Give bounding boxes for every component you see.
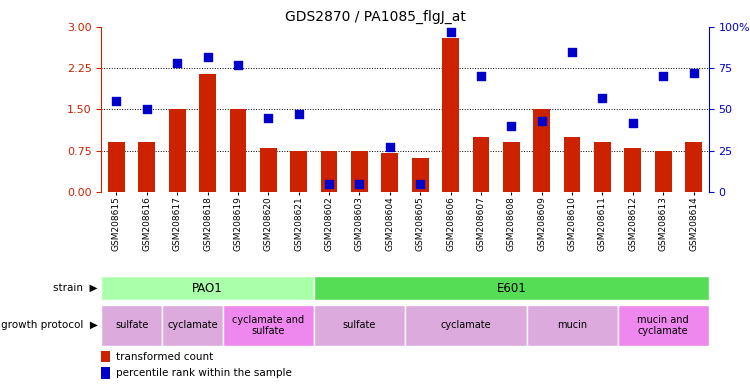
Point bbox=[475, 73, 487, 79]
Bar bbox=[162, 305, 223, 346]
Bar bbox=[625, 148, 641, 192]
Bar bbox=[314, 276, 709, 300]
Bar bbox=[686, 142, 702, 192]
Bar bbox=[382, 154, 398, 192]
Bar bbox=[503, 142, 520, 192]
Bar bbox=[260, 148, 277, 192]
Bar bbox=[526, 305, 618, 346]
Bar bbox=[108, 142, 124, 192]
Bar bbox=[472, 137, 489, 192]
Point bbox=[566, 49, 578, 55]
Text: sulfate: sulfate bbox=[115, 320, 148, 331]
Text: transformed count: transformed count bbox=[116, 352, 213, 362]
Bar bbox=[321, 151, 338, 192]
Bar bbox=[655, 151, 671, 192]
Bar bbox=[594, 142, 610, 192]
Text: mucin and
cyclamate: mucin and cyclamate bbox=[638, 314, 689, 336]
Point bbox=[292, 111, 304, 118]
Text: percentile rank within the sample: percentile rank within the sample bbox=[116, 368, 292, 378]
Point bbox=[323, 181, 335, 187]
Text: E601: E601 bbox=[496, 281, 526, 295]
Point bbox=[110, 98, 122, 104]
Bar bbox=[405, 305, 526, 346]
Bar bbox=[533, 109, 550, 192]
Bar bbox=[101, 351, 110, 362]
Point bbox=[596, 95, 608, 101]
Text: cyclamate: cyclamate bbox=[167, 320, 217, 331]
Bar bbox=[101, 276, 314, 300]
Text: sulfate: sulfate bbox=[343, 320, 376, 331]
Bar bbox=[101, 367, 110, 379]
Bar bbox=[290, 151, 307, 192]
Point bbox=[353, 181, 365, 187]
Point bbox=[384, 144, 396, 151]
Text: cyclamate: cyclamate bbox=[440, 320, 491, 331]
Bar bbox=[169, 109, 185, 192]
Text: strain  ▶: strain ▶ bbox=[53, 283, 98, 293]
Text: mucin: mucin bbox=[557, 320, 587, 331]
Point bbox=[171, 60, 183, 66]
Point bbox=[141, 106, 153, 113]
Point bbox=[445, 29, 457, 35]
Point bbox=[262, 115, 274, 121]
Point bbox=[506, 123, 518, 129]
Bar bbox=[223, 305, 314, 346]
Point bbox=[536, 118, 548, 124]
Point bbox=[627, 119, 639, 126]
Text: growth protocol  ▶: growth protocol ▶ bbox=[1, 320, 98, 331]
Bar bbox=[230, 109, 246, 192]
Text: cyclamate and
sulfate: cyclamate and sulfate bbox=[232, 314, 304, 336]
Bar bbox=[200, 74, 216, 192]
Text: GDS2870 / PA1085_flgJ_at: GDS2870 / PA1085_flgJ_at bbox=[284, 10, 466, 24]
Point bbox=[202, 53, 214, 60]
Bar bbox=[351, 151, 368, 192]
Bar bbox=[442, 38, 459, 192]
Bar bbox=[564, 137, 580, 192]
Point bbox=[414, 181, 426, 187]
Point bbox=[232, 62, 244, 68]
Bar bbox=[101, 305, 162, 346]
Bar bbox=[314, 305, 405, 346]
Bar bbox=[139, 142, 155, 192]
Point bbox=[657, 73, 669, 79]
Point bbox=[688, 70, 700, 76]
Text: PAO1: PAO1 bbox=[192, 281, 223, 295]
Bar bbox=[412, 158, 428, 192]
Bar bbox=[618, 305, 709, 346]
